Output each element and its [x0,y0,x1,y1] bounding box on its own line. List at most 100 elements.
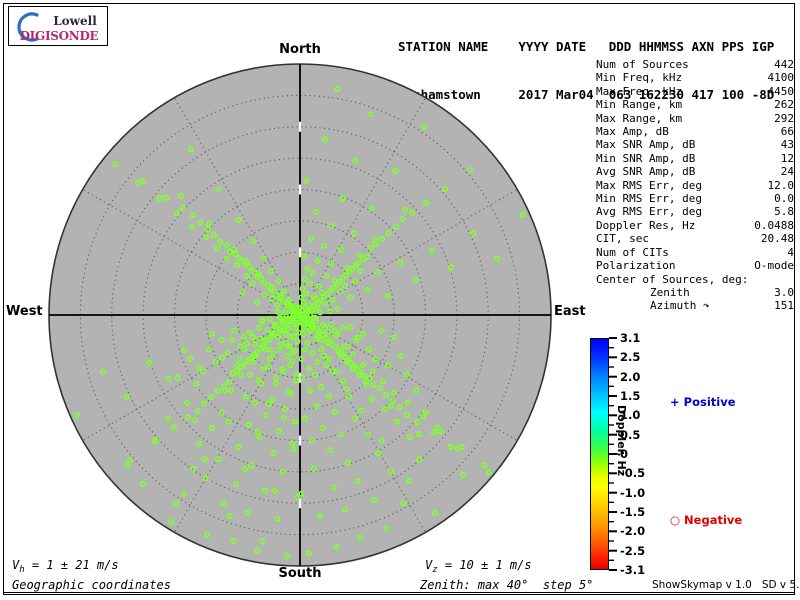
colorbar-tick-label: 3.1 [620,331,641,345]
software-version: ShowSkymap v 1.0 SD v 5.1 [652,579,800,591]
source-point [189,212,196,219]
source-point [320,242,327,250]
stat-value: 43 [780,138,794,152]
source-point [229,337,236,344]
source-point [243,340,250,347]
source-point [345,393,352,400]
source-point [225,418,232,425]
source-point [295,305,302,312]
source-point [299,374,306,381]
source-point [140,481,147,488]
source-point [314,359,321,366]
source-point [286,343,294,350]
source-point [139,178,146,185]
stat-row: Max RMS Err, deg 12.0 [596,179,794,192]
vertical-velocity: Vz = 10 ± 1 m/s [425,558,532,575]
stat-label: Min Freq, kHz [596,71,683,85]
statistics-panel: Num of Sources 442 Min Freq, kHz 4100 Max Fr… [596,58,794,313]
source-point [318,345,325,352]
source-point [280,414,287,421]
source-point [232,481,240,488]
source-point [163,194,170,201]
source-point [156,195,163,202]
source-point [289,358,296,365]
source-point [265,363,272,370]
source-point [191,417,198,424]
source-point [220,500,227,507]
source-point [199,368,206,375]
source-point [227,387,235,394]
source-point [342,272,349,279]
source-point [356,252,363,259]
vh-value: = 1 ± 21 m/s [24,558,119,572]
source-point [342,283,349,290]
stat-value: 24 [780,165,794,179]
source-point [313,209,320,216]
source-point [385,229,392,236]
source-point [177,192,184,199]
source-point [379,236,386,243]
source-point [270,450,277,457]
source-point [263,412,270,419]
stat-value: 262 [774,98,794,112]
source-point [254,299,261,306]
source-point [209,330,216,337]
source-point [219,354,226,361]
source-point [323,362,330,369]
source-point [409,209,416,216]
direction-label-east: East [554,304,586,319]
source-point [303,177,310,184]
source-point [254,428,261,435]
skymap-polar-plot[interactable] [48,63,552,567]
source-point [400,500,407,507]
source-point [289,440,296,447]
source-points [74,86,526,560]
stat-label: Max Range, km [596,111,683,125]
source-point [187,355,194,362]
source-point [317,297,324,304]
stat-value: 5.8 [774,205,794,219]
source-point [293,377,300,384]
vz-symbol: V [425,558,433,572]
stat-value: 4100 [767,71,795,85]
source-point [280,288,287,295]
source-point [276,314,283,321]
source-point [265,346,272,353]
stat-label: Azimuth ↷ [650,299,710,313]
source-point [174,374,181,381]
stat-row: Min Freq, kHz 4100 [596,71,794,84]
source-point [230,537,237,544]
stat-label: Min Range, km [596,98,683,112]
colorbar-tick-label: 2.5 [620,350,641,365]
source-point [268,268,275,275]
source-point [402,206,409,213]
source-point [317,309,324,316]
skymap-canvas [48,63,552,567]
center-of-sources-header: Center of Sources, deg: [596,272,749,286]
source-point [337,288,344,295]
source-point [286,311,294,319]
source-point [254,547,261,554]
colorbar-tick-label: -2.5 [620,543,646,558]
source-point [251,399,258,406]
source-point [285,388,292,395]
source-point [332,409,339,416]
source-point [217,238,224,245]
source-point [275,428,282,435]
source-point [422,409,429,416]
source-point [244,273,251,280]
source-point [210,232,218,239]
source-point [325,355,332,362]
source-point [304,340,311,347]
source-point [485,469,492,476]
source-point [355,259,362,266]
colorbar-tick-label: -0.5 [620,466,646,481]
source-point [237,343,244,350]
station-header: STATION NAME YYYY DATE DDD HHMMSS AXN PP… [398,7,774,135]
source-point [196,440,203,447]
source-point [151,438,159,445]
source-point [328,321,335,328]
source-point [205,346,213,353]
source-point [276,346,283,353]
source-point [303,290,310,297]
